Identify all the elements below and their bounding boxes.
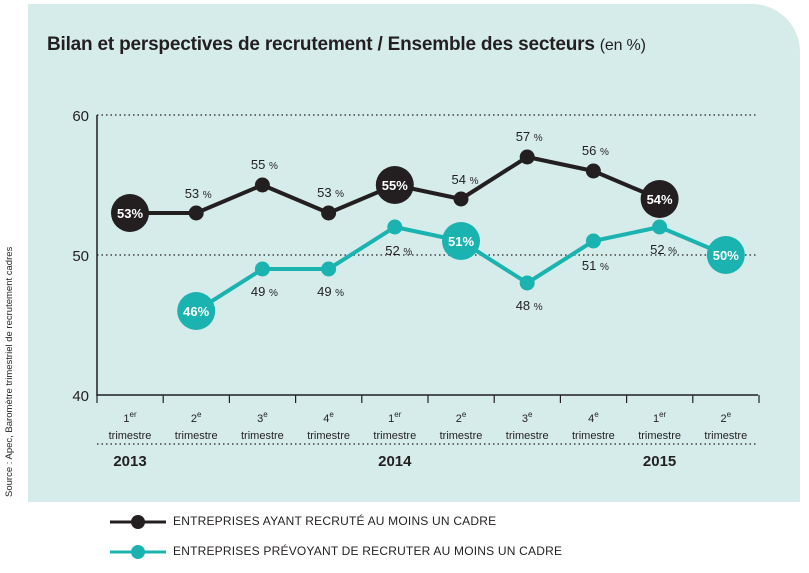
x-tick-label-word: trimestre [241,430,284,442]
y-tick-label: 60 [72,108,89,125]
chart-title: Bilan et perspectives de recrutement / E… [47,34,646,56]
x-tick-label-word: trimestre [373,430,416,442]
legend-label-recruited: ENTREPRISES AYANT RECRUTÉ AU MOINS UN CA… [173,514,497,528]
x-tick-label-ordinal: 4e [323,410,334,425]
data-label: 53% [117,206,143,221]
data-label: 55% [382,178,408,193]
legend-label-planned: ENTREPRISES PRÉVOYANT DE RECRUTER AU MOI… [173,544,563,558]
data-point [585,163,601,179]
x-tick-label-ordinal: 2e [191,410,202,425]
data-label: 52 % [385,243,412,258]
x-tick-label-word: trimestre [307,430,350,442]
data-point-highlight [375,166,414,204]
data-point [254,177,270,193]
data-label: 46% [183,304,209,319]
data-label: 49 % [251,284,278,299]
year-label: 2014 [378,453,412,470]
data-label: 53 % [317,185,344,200]
data-label: 57 % [516,129,543,144]
data-point [519,149,535,165]
data-point-highlight [111,194,149,232]
data-point-highlight [640,180,679,218]
data-point [254,261,270,277]
x-tick-label-word: trimestre [175,430,218,442]
data-label: 49 % [317,284,344,299]
x-tick-label-ordinal: 1er [653,410,667,425]
data-point [585,233,601,249]
data-label: 53 % [185,186,212,201]
data-label: 56 % [582,143,609,158]
data-point [321,205,337,221]
data-label: 48 % [516,298,543,313]
year-label: 2013 [113,453,146,470]
x-tick-label-word: trimestre [109,430,152,442]
x-tick-label-ordinal: 3e [257,410,268,425]
data-label: 50% [713,248,739,263]
title-text: Bilan et perspectives de recrutement / E… [47,34,595,55]
legend-swatch-recruited [110,515,166,529]
x-tick-label-word: trimestre [638,430,681,442]
x-tick-label-word: trimestre [572,430,615,442]
data-point [652,219,668,235]
data-label: 55 % [251,157,278,172]
data-label: 52 % [650,242,677,257]
x-tick-label-word: trimestre [506,430,549,442]
data-point-highlight [177,292,216,330]
y-tick-label: 50 [72,248,89,265]
data-point-highlight [706,236,745,274]
data-point [321,261,337,277]
x-tick-label-word: trimestre [704,430,747,442]
x-tick-label-word: trimestre [440,430,483,442]
x-tick-label-ordinal: 1er [388,410,402,425]
chart-panel [28,4,800,502]
year-label: 2015 [643,453,676,470]
data-point [519,275,535,291]
data-point [188,205,204,221]
x-tick-label-ordinal: 1er [123,410,137,425]
data-label: 51 % [582,258,609,273]
x-tick-label-ordinal: 4e [588,410,599,425]
data-point [387,219,403,235]
line-chart: 40 50 60 1er trimestre 2e trimestre 3e trimestre… [72,108,760,470]
legend-swatch-planned [110,545,166,559]
x-tick-label-ordinal: 2e [456,410,467,425]
x-tick-label-ordinal: 3e [522,410,533,425]
data-label: 54 % [452,172,479,187]
data-point [453,191,469,207]
data-point-highlight [442,222,480,260]
title-unit: (en %) [599,37,646,54]
data-label: 54% [647,192,673,207]
data-label: 51% [448,234,474,249]
y-tick-label: 40 [72,388,89,405]
x-tick-label-ordinal: 2e [721,410,732,425]
